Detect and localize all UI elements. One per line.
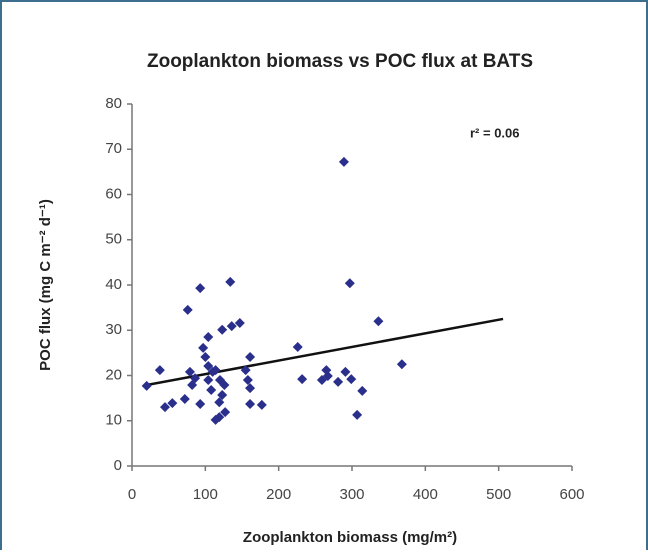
point [333,376,344,387]
point [160,402,170,413]
point [240,365,251,376]
annotation: r² = 0.06 [470,125,520,140]
x-axis-label: Zooplankton biomass (mg/m²) [243,529,457,546]
trend-line [146,317,504,387]
point [292,341,303,352]
point [219,380,230,391]
point [184,366,195,377]
point [179,394,190,405]
point [203,332,214,343]
y-tick-label: 30 [105,321,122,338]
point [338,156,349,167]
y-axis-label: POC flux (mg C m⁻² d⁻¹) [37,199,54,371]
point [396,359,407,370]
y-tick-label: 70 [105,140,122,157]
point [141,380,152,391]
point [190,373,201,384]
x-tick-label: 400 [413,486,438,503]
y-tick-label: 80 [105,95,122,112]
point [357,385,368,396]
point [297,374,308,385]
point [245,351,256,362]
y-tick-label: 20 [105,366,122,383]
y-tick-label: 0 [114,457,122,474]
point [373,316,384,327]
point [220,407,231,418]
y-tick-label: 40 [105,276,122,293]
point [214,412,225,423]
point [203,375,214,386]
point [198,342,209,353]
x-tick-label: 100 [193,486,218,503]
x-tick-label: 0 [128,486,136,503]
point [352,409,363,420]
y-tick-label: 50 [105,231,122,248]
point [242,375,253,386]
point [225,276,236,287]
point [214,397,225,408]
point [182,304,193,315]
point [217,324,228,335]
point [195,283,206,294]
point [203,360,214,371]
point [226,321,237,332]
y-tick-label: 10 [105,412,122,429]
x-tick-label: 600 [559,486,584,503]
point [217,389,228,400]
point [195,399,206,410]
point [245,383,256,394]
point [346,374,357,385]
point [256,399,267,410]
x-tick-label: 300 [339,486,364,503]
point [344,278,355,289]
point [167,398,178,409]
x-tick-label: 200 [266,486,291,503]
x-tick-label: 500 [486,486,511,503]
point [245,399,256,410]
point [206,384,217,395]
y-tick-label: 60 [105,185,122,202]
chart-title: Zooplankton biomass vs POC flux at BATS [147,51,533,72]
point [210,365,221,376]
point [340,366,351,377]
point [322,370,333,381]
point [234,318,245,329]
point [200,351,211,362]
point [154,365,165,376]
